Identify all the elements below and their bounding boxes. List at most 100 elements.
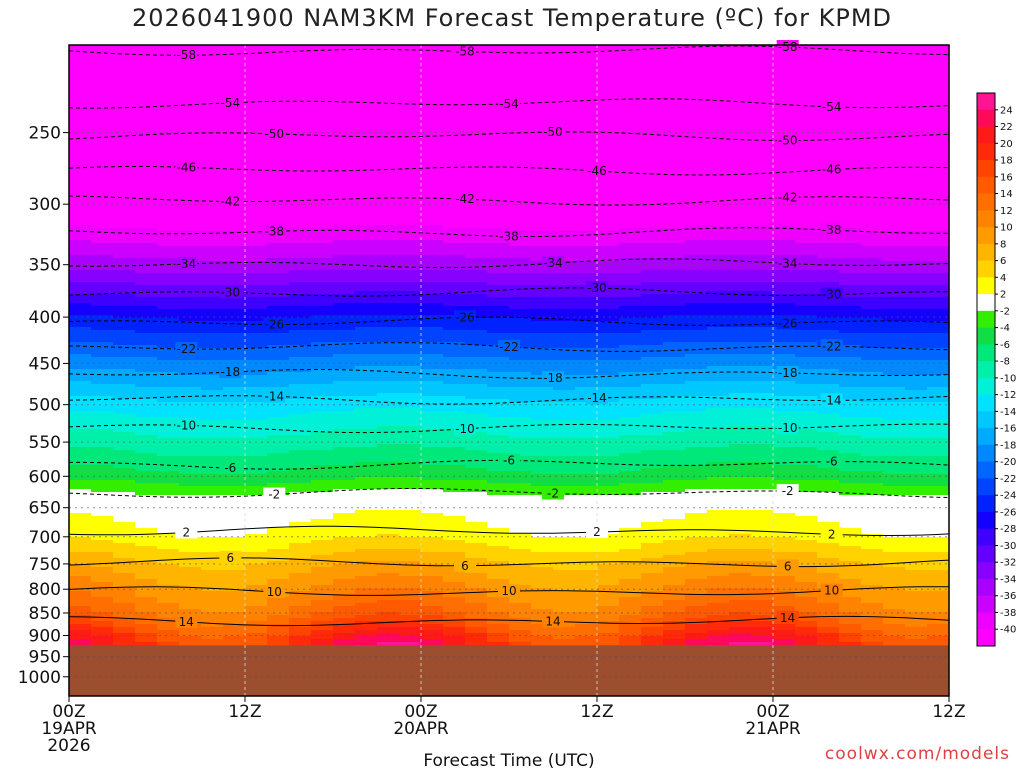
temperature-cell — [465, 630, 488, 634]
temperature-cell — [421, 258, 444, 262]
temperature-cell — [113, 414, 136, 418]
temperature-cell — [597, 195, 620, 199]
temperature-cell — [179, 237, 202, 241]
temperature-cell — [553, 399, 576, 403]
temperature-cell — [443, 528, 466, 532]
temperature-cell — [377, 477, 400, 481]
temperature-cell — [355, 570, 378, 574]
temperature-cell — [135, 306, 158, 310]
temperature-cell — [201, 519, 224, 523]
temperature-cell — [311, 591, 334, 595]
temperature-cell — [201, 150, 224, 154]
temperature-cell — [157, 237, 180, 241]
temperature-cell — [531, 198, 554, 202]
temperature-cell — [399, 636, 422, 640]
temperature-cell — [179, 303, 202, 307]
temperature-cell — [465, 549, 488, 553]
temperature-cell — [553, 141, 576, 145]
temperature-cell — [135, 534, 158, 538]
temperature-cell — [597, 426, 620, 430]
temperature-cell — [421, 468, 444, 472]
temperature-cell — [531, 603, 554, 607]
temperature-cell — [465, 339, 488, 343]
temperature-cell — [531, 246, 554, 250]
temperature-cell — [245, 66, 268, 70]
temperature-cell — [597, 246, 620, 250]
temperature-cell — [267, 162, 290, 166]
temperature-cell — [69, 642, 92, 646]
temperature-cell — [201, 171, 224, 175]
temperature-cell — [223, 279, 246, 283]
temperature-cell — [135, 366, 158, 370]
temperature-cell — [289, 351, 312, 355]
temperature-cell — [69, 333, 92, 337]
temperature-cell — [443, 480, 466, 484]
temperature-cell — [487, 243, 510, 247]
temperature-cell — [553, 228, 576, 232]
temperature-cell — [311, 630, 334, 634]
temperature-cell — [597, 489, 620, 493]
temperature-cell — [553, 396, 576, 400]
temperature-cell — [135, 69, 158, 73]
temperature-cell — [179, 135, 202, 139]
temperature-cell — [421, 90, 444, 94]
temperature-cell — [289, 564, 312, 568]
temperature-cell — [135, 123, 158, 127]
temperature-cell — [575, 348, 598, 352]
temperature-cell — [509, 279, 532, 283]
temperature-cell — [113, 432, 136, 436]
temperature-cell — [597, 228, 620, 232]
temperature-cell — [553, 279, 576, 283]
temperature-cell — [553, 195, 576, 199]
temperature-cell — [377, 336, 400, 340]
temperature-cell — [531, 159, 554, 163]
temperature-cell — [443, 456, 466, 460]
temperature-cell — [245, 561, 268, 565]
temperature-cell — [355, 84, 378, 88]
temperature-cell — [553, 588, 576, 592]
temperature-cell — [201, 240, 224, 244]
temperature-cell — [355, 528, 378, 532]
temperature-cell — [355, 246, 378, 250]
temperature-cell — [355, 612, 378, 616]
temperature-cell — [201, 471, 224, 475]
temperature-cell — [575, 222, 598, 226]
temperature-cell — [465, 186, 488, 190]
temperature-cell — [113, 633, 136, 637]
temperature-cell — [113, 459, 136, 463]
temperature-cell — [509, 405, 532, 409]
temperature-cell — [575, 69, 598, 73]
temperature-cell — [531, 585, 554, 589]
temperature-cell — [597, 213, 620, 217]
temperature-cell — [377, 378, 400, 382]
temperature-cell — [157, 576, 180, 580]
temperature-cell — [69, 546, 92, 550]
temperature-cell — [289, 492, 312, 496]
temperature-cell — [333, 348, 356, 352]
temperature-cell — [135, 192, 158, 196]
temperature-cell — [245, 234, 268, 238]
temperature-cell — [135, 381, 158, 385]
temperature-cell — [267, 303, 290, 307]
temperature-cell — [553, 480, 576, 484]
temperature-cell — [69, 213, 92, 217]
temperature-cell — [113, 210, 136, 214]
temperature-cell — [399, 393, 422, 397]
temperature-cell — [267, 240, 290, 244]
temperature-cell — [487, 279, 510, 283]
temperature-cell — [509, 138, 532, 142]
temperature-cell — [399, 639, 422, 643]
temperature-cell — [245, 75, 268, 79]
temperature-cell — [311, 606, 334, 610]
temperature-cell — [223, 360, 246, 364]
temperature-cell — [355, 147, 378, 151]
temperature-cell — [91, 588, 114, 592]
temperature-cell — [311, 120, 334, 124]
temperature-cell — [333, 336, 356, 340]
temperature-cell — [465, 372, 488, 376]
temperature-cell — [267, 198, 290, 202]
temperature-cell — [289, 189, 312, 193]
temperature-cell — [333, 93, 356, 97]
temperature-cell — [597, 225, 620, 229]
